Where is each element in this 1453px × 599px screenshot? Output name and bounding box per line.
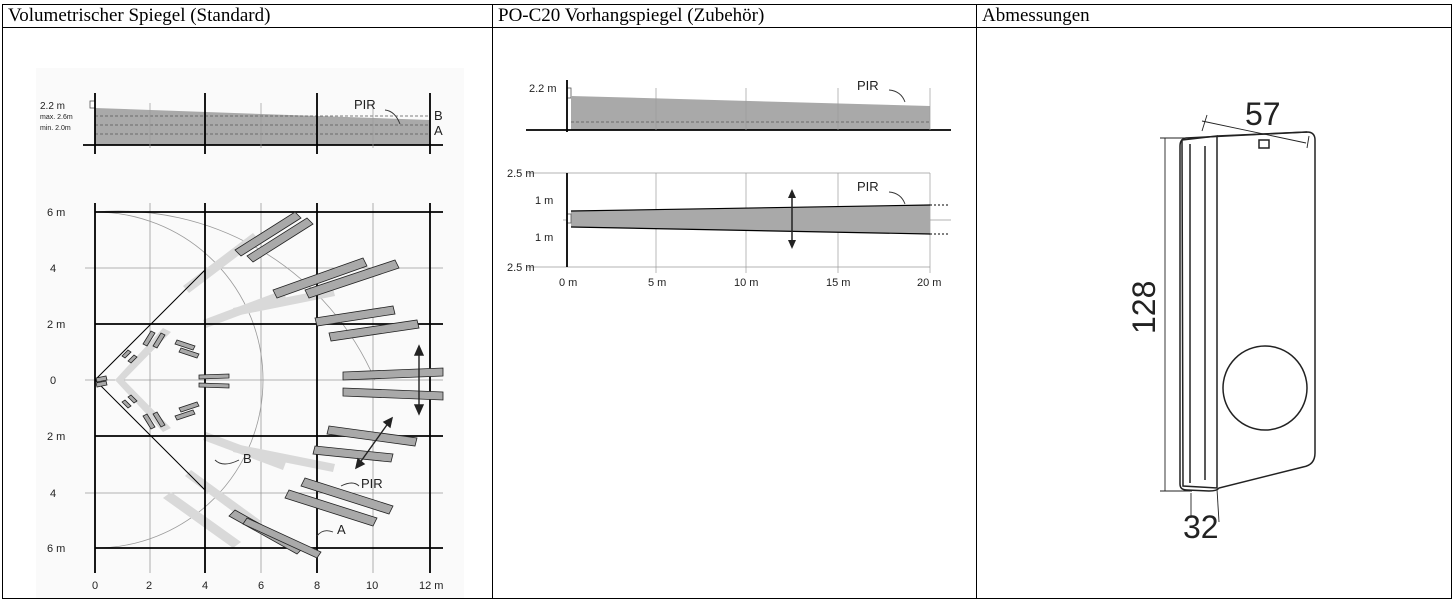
volumetric-side-view: 2.2 m max. 2.6m min. 2.0m PIR B A bbox=[40, 93, 443, 154]
dimensions-cell: 57 128 32 bbox=[976, 27, 1452, 599]
curtain-height-label: 2.2 m bbox=[529, 83, 557, 95]
top-b-label: B bbox=[243, 451, 252, 466]
side-max-label: max. 2.6m bbox=[40, 114, 73, 121]
curtain-x-15: 15 m bbox=[826, 277, 850, 289]
curtain-x-0: 0 m bbox=[559, 277, 577, 289]
y-label-4: 0 bbox=[50, 375, 56, 387]
side-min-label: min. 2.0m bbox=[40, 125, 71, 132]
x-label-3: 4 bbox=[202, 580, 208, 592]
curtain-side-pir: PIR bbox=[857, 78, 879, 93]
y-label-6: 4 bbox=[50, 488, 56, 500]
x-label-7: 12 m bbox=[419, 580, 443, 592]
y-label-7: 6 m bbox=[47, 543, 65, 555]
curtain-x-5: 5 m bbox=[648, 277, 666, 289]
side-height-label: 2.2 m bbox=[40, 101, 65, 112]
side-pir-label: PIR bbox=[354, 97, 376, 112]
volumetric-top-view: B PIR A 6 m 4 2 m 0 2 m 4 6 m 0 2 4 6 bbox=[47, 203, 443, 592]
header-volumetric: Volumetrischer Spiegel (Standard) bbox=[2, 4, 493, 28]
curtain-cell: 2.2 m PIR bbox=[492, 27, 977, 599]
curtain-x-10: 10 m bbox=[734, 277, 758, 289]
spec-table: Volumetrischer Spiegel (Standard) PO-C20… bbox=[2, 4, 1452, 599]
x-label-2: 2 bbox=[146, 580, 152, 592]
y-label-2: 4 bbox=[50, 263, 56, 275]
width-dimension: 57 bbox=[1245, 96, 1281, 132]
device-outline bbox=[1179, 131, 1316, 492]
curtain-x-20: 20 m bbox=[917, 277, 941, 289]
x-label-5: 8 bbox=[314, 580, 320, 592]
curtain-diagram: 2.2 m PIR bbox=[507, 78, 951, 289]
depth-dimension: 32 bbox=[1183, 509, 1219, 545]
x-label-6: 10 bbox=[366, 580, 378, 592]
x-label-4: 6 bbox=[258, 580, 264, 592]
top-pir-label: PIR bbox=[361, 476, 383, 491]
curtain-top-pir: PIR bbox=[857, 179, 879, 194]
height-dimension: 128 bbox=[1126, 281, 1162, 334]
side-zone bbox=[95, 108, 430, 145]
header-row: Volumetrischer Spiegel (Standard) PO-C20… bbox=[2, 4, 1452, 28]
top-a-label: A bbox=[337, 522, 346, 537]
curtain-width-top: 2.5 m bbox=[507, 168, 535, 180]
curtain-width-1-bottom: 1 m bbox=[535, 232, 553, 244]
curtain-top-view: PIR 2.5 m 1 m 1 m 2.5 m 0 m 5 m 10 m 15 … bbox=[507, 168, 951, 289]
header-curtain: PO-C20 Vorhangspiegel (Zubehör) bbox=[492, 4, 977, 28]
y-label-1: 6 m bbox=[47, 207, 65, 219]
curtain-width-bottom: 2.5 m bbox=[507, 262, 535, 274]
dimensions-drawing: 57 128 32 bbox=[1126, 96, 1316, 545]
curtain-side-view: 2.2 m PIR bbox=[526, 78, 951, 132]
side-b-label: B bbox=[434, 108, 443, 123]
volumetric-cell: 2.2 m max. 2.6m min. 2.0m PIR B A bbox=[2, 27, 493, 599]
x-label-1: 0 bbox=[92, 580, 98, 592]
side-a-label: A bbox=[434, 123, 443, 138]
dimension-lines bbox=[1160, 114, 1310, 523]
curtain-width-1-top: 1 m bbox=[535, 195, 553, 207]
volumetric-diagram: 2.2 m max. 2.6m min. 2.0m PIR B A bbox=[36, 68, 464, 598]
header-dimensions: Abmessungen bbox=[976, 4, 1452, 28]
y-label-5: 2 m bbox=[47, 431, 65, 443]
y-label-3: 2 m bbox=[47, 319, 65, 331]
